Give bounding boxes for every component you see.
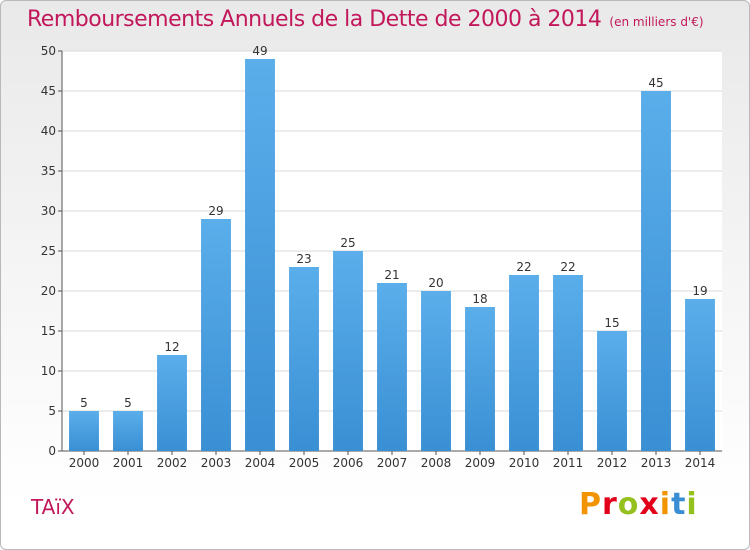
- bar-value-label: 15: [604, 316, 619, 330]
- x-tick-label: 2009: [465, 456, 496, 470]
- bar: [157, 355, 187, 451]
- y-tick-label: 10: [41, 364, 56, 378]
- bar-value-label: 22: [560, 260, 575, 274]
- bar-value-label: 45: [648, 76, 663, 90]
- chart-title-text: Remboursements Annuels de la Dette de 20…: [27, 7, 602, 32]
- bar: [333, 251, 363, 451]
- x-tick-label: 2013: [641, 456, 672, 470]
- x-tick-label: 2003: [201, 456, 232, 470]
- y-tick-label: 15: [41, 324, 56, 338]
- bar: [245, 59, 275, 451]
- y-tick-label: 20: [41, 284, 56, 298]
- bar-value-label: 25: [340, 236, 355, 250]
- x-tick-label: 2006: [333, 456, 364, 470]
- bar-value-label: 22: [516, 260, 531, 274]
- x-tick-label: 2000: [69, 456, 100, 470]
- bar: [421, 291, 451, 451]
- bar-value-label: 5: [80, 396, 88, 410]
- y-tick-label: 50: [41, 44, 56, 58]
- logo-letter: i: [686, 487, 698, 522]
- logo-letter: i: [659, 487, 672, 522]
- y-tick-label: 40: [41, 124, 56, 138]
- logo-letter: t: [671, 487, 687, 522]
- x-tick-label: 2008: [421, 456, 452, 470]
- chart-title: Remboursements Annuels de la Dette de 20…: [27, 7, 704, 32]
- bar-value-label: 12: [164, 340, 179, 354]
- bar-value-label: 5: [124, 396, 132, 410]
- x-tick-label: 2014: [685, 456, 716, 470]
- bar-value-label: 19: [692, 284, 707, 298]
- bar: [685, 299, 715, 451]
- x-tick-label: 2010: [509, 456, 540, 470]
- bar-value-label: 29: [208, 204, 223, 218]
- y-tick-label: 45: [41, 84, 56, 98]
- x-tick-label: 2012: [597, 456, 628, 470]
- bar: [597, 331, 627, 451]
- y-tick-label: 30: [41, 204, 56, 218]
- y-tick-label: 35: [41, 164, 56, 178]
- bar: [201, 219, 231, 451]
- x-tick-label: 2005: [289, 456, 320, 470]
- bar: [69, 411, 99, 451]
- logo-letter: x: [639, 487, 660, 522]
- bar-value-label: 49: [252, 44, 267, 58]
- commune-name: TAïX: [31, 495, 75, 519]
- bar: [289, 267, 319, 451]
- bar: [553, 275, 583, 451]
- bar-value-label: 23: [296, 252, 311, 266]
- bar-value-label: 18: [472, 292, 487, 306]
- bar: [509, 275, 539, 451]
- x-tick-label: 2002: [157, 456, 188, 470]
- y-tick-label: 0: [48, 444, 56, 458]
- chart-subtitle: (en milliers d'€): [609, 15, 704, 29]
- bar: [377, 283, 407, 451]
- proxiti-logo: Proxiti: [579, 487, 698, 522]
- x-tick-label: 2007: [377, 456, 408, 470]
- x-tick-label: 2011: [553, 456, 584, 470]
- x-tick-label: 2001: [113, 456, 144, 470]
- bar: [641, 91, 671, 451]
- logo-letter: r: [602, 487, 618, 522]
- x-tick-label: 2004: [245, 456, 276, 470]
- bar: [465, 307, 495, 451]
- logo-letter: o: [617, 487, 640, 522]
- bar-value-label: 21: [384, 268, 399, 282]
- y-tick-label: 5: [48, 404, 56, 418]
- logo-letter: P: [579, 487, 602, 522]
- bar-value-label: 20: [428, 276, 443, 290]
- bar: [113, 411, 143, 451]
- y-tick-label: 25: [41, 244, 56, 258]
